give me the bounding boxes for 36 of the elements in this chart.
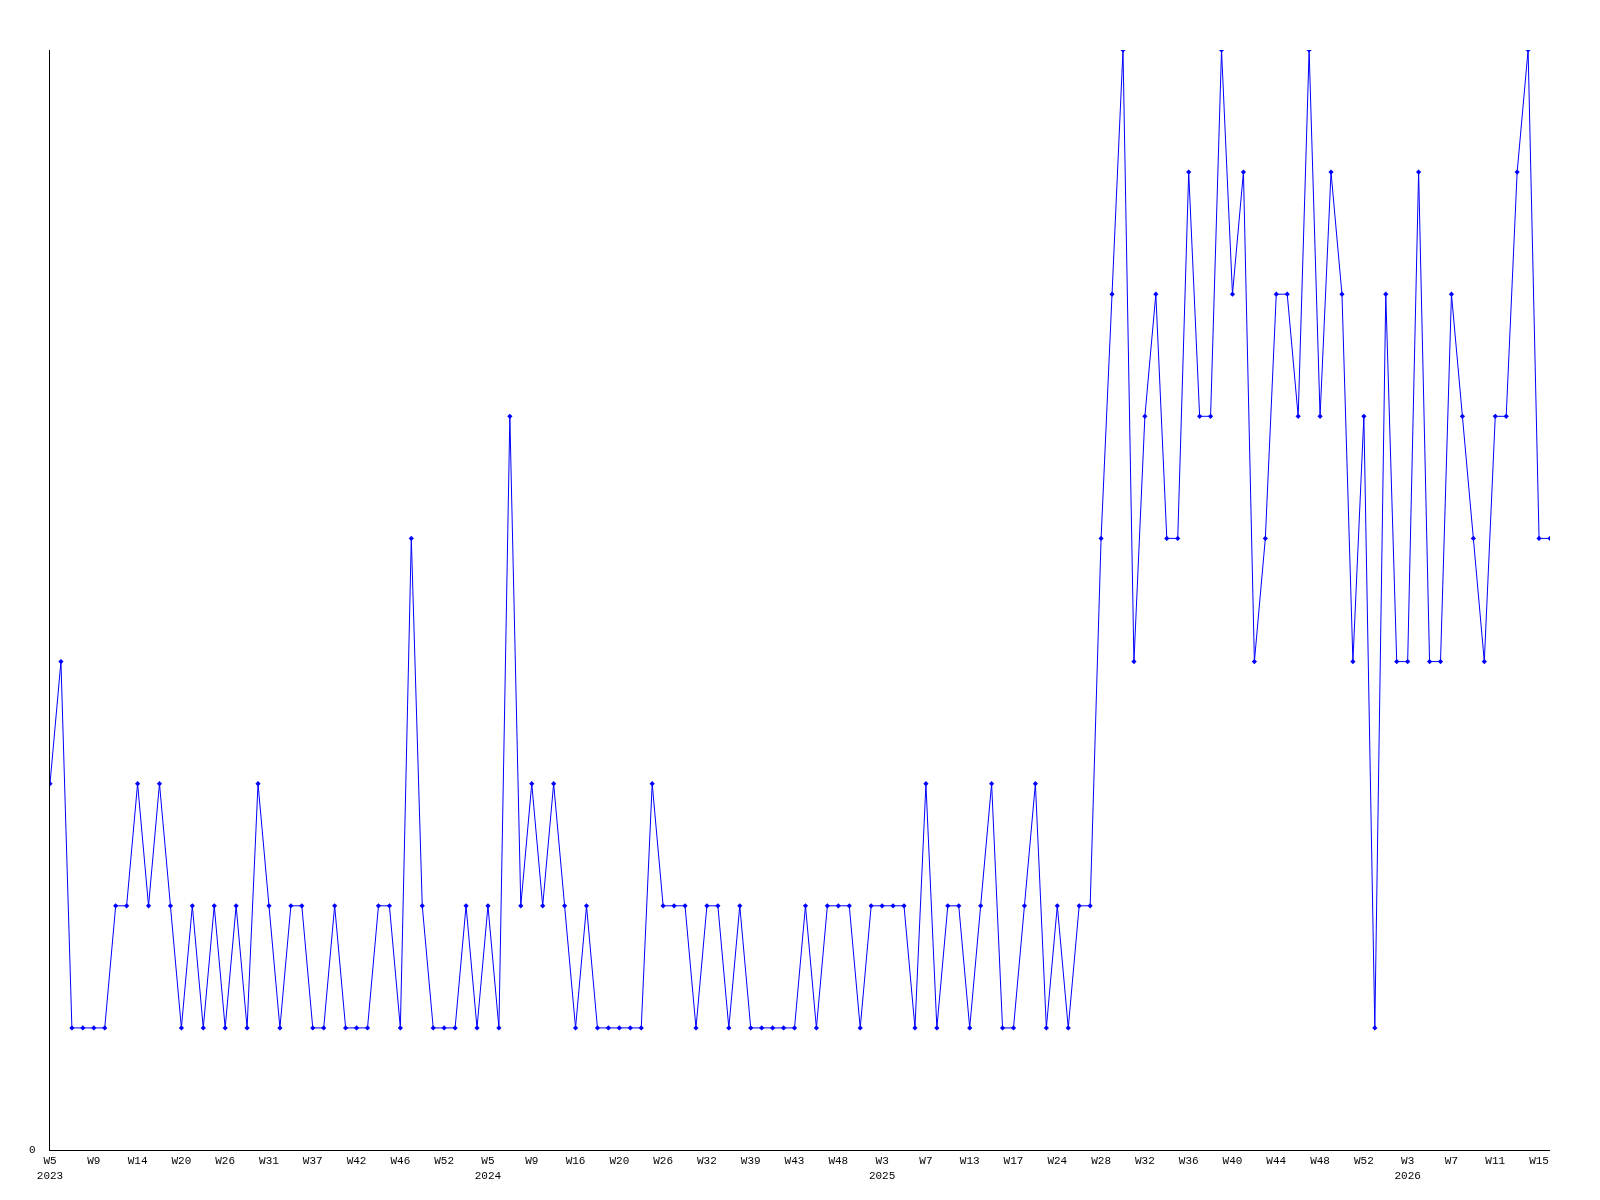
x-tick-label: W32: [697, 1155, 717, 1168]
x-tick-label: W36: [1178, 1155, 1199, 1168]
x-tick-label: W32: [1134, 1155, 1155, 1168]
x-tick-label: W20: [609, 1155, 630, 1168]
x-tick-label: W20: [171, 1155, 192, 1168]
x-tick-label: W14: [127, 1155, 148, 1168]
x-tick-label: W42: [346, 1155, 367, 1168]
x-tick-label: W39: [740, 1155, 761, 1168]
x-tick-label: W7: [1444, 1155, 1459, 1168]
x-tick-label: W11: [1485, 1155, 1506, 1168]
x-tick-label: W37: [302, 1155, 323, 1168]
x-tick-label: W9: [87, 1155, 101, 1168]
x-tick-label: W5 2024: [474, 1155, 502, 1182]
x-tick-label: W43: [784, 1155, 805, 1168]
x-tick-label: W17: [1003, 1155, 1024, 1168]
x-tick-label: W48: [1310, 1155, 1330, 1168]
x-tick-label: W16: [565, 1155, 586, 1168]
x-tick-label: W48: [828, 1155, 849, 1168]
x-tick-label: W26: [215, 1155, 236, 1168]
x-tick-label: W3 2026: [1394, 1155, 1421, 1182]
x-tick-label: W26: [653, 1155, 674, 1168]
x-tick-label: W24: [1047, 1155, 1068, 1168]
x-tick-label: W28: [1091, 1155, 1111, 1168]
x-tick-label: W5 2023: [36, 1155, 64, 1182]
x-tick-label: W46: [390, 1155, 411, 1168]
x-tick-label: W31: [259, 1155, 280, 1168]
x-tick-label: W44: [1266, 1155, 1287, 1168]
x-tick-label: W40: [1222, 1155, 1243, 1168]
x-tick-label: W52: [434, 1155, 455, 1168]
x-tick-label: W9: [525, 1155, 539, 1168]
x-tick-label: W7: [919, 1155, 933, 1168]
x-tick-label: W3 2025: [868, 1155, 896, 1182]
x-tick-label: W15: [1529, 1155, 1549, 1168]
text: 0: [29, 1144, 36, 1156]
x-tick-label: W13: [959, 1155, 980, 1168]
x-tick-label: W52: [1353, 1155, 1374, 1168]
